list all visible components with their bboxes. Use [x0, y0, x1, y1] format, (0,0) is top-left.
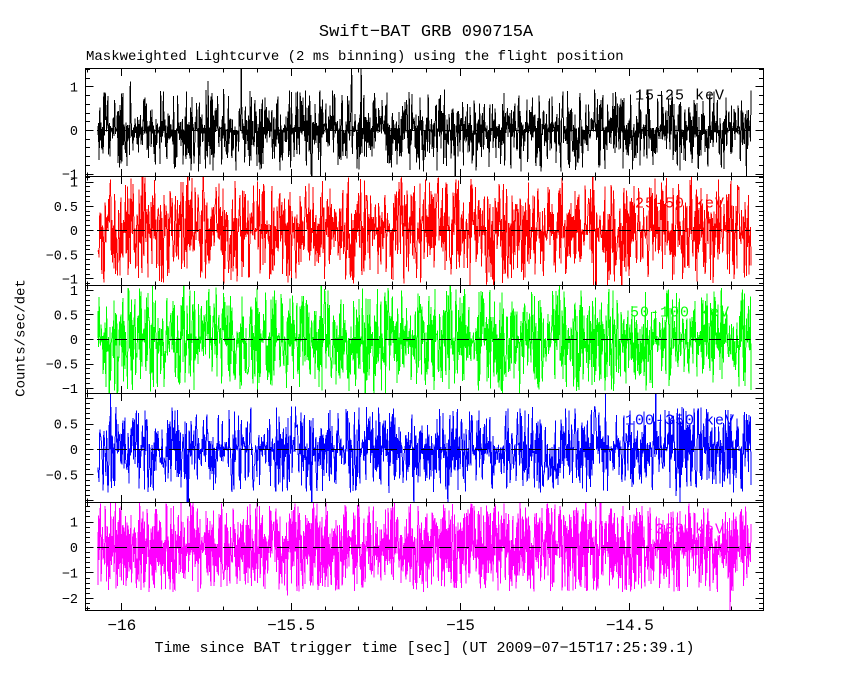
- svg-text:−1: −1: [62, 568, 78, 583]
- svg-text:−15: −15: [446, 617, 475, 635]
- svg-text:Maskweighted Lightcurve (2 ms: Maskweighted Lightcurve (2 ms binning) u…: [86, 49, 624, 65]
- svg-text:0.5: 0.5: [54, 310, 78, 325]
- svg-text:−14.5: −14.5: [606, 617, 654, 635]
- svg-text:0.5: 0.5: [54, 419, 78, 434]
- svg-text:−16: −16: [107, 617, 136, 635]
- svg-text:Time since BAT trigger time [s: Time since BAT trigger time [sec] (UT 20…: [154, 640, 694, 657]
- svg-text:−0.5: −0.5: [46, 249, 78, 264]
- svg-text:0: 0: [70, 225, 78, 240]
- svg-text:Counts/sec/det: Counts/sec/det: [14, 279, 30, 397]
- svg-text:0: 0: [70, 444, 78, 459]
- svg-text:−1: −1: [62, 274, 78, 289]
- svg-text:0.5: 0.5: [54, 201, 78, 216]
- svg-text:1: 1: [70, 517, 78, 532]
- svg-text:−1: −1: [62, 169, 78, 184]
- svg-text:1: 1: [70, 82, 78, 97]
- svg-text:100-350 keV: 100-350 keV: [625, 413, 735, 430]
- svg-text:−0.5: −0.5: [46, 359, 78, 374]
- svg-text:25-50 keV: 25-50 keV: [635, 196, 725, 213]
- svg-text:−2: −2: [62, 593, 78, 608]
- svg-text:−0.5: −0.5: [46, 470, 78, 485]
- svg-text:−15.5: −15.5: [267, 617, 315, 635]
- svg-text:0: 0: [70, 125, 78, 140]
- svg-text:1: 1: [70, 285, 78, 300]
- svg-text:1: 1: [70, 177, 78, 192]
- svg-text:0: 0: [70, 334, 78, 349]
- svg-text:0: 0: [70, 542, 78, 557]
- svg-text:−1: −1: [62, 383, 78, 398]
- svg-text:5-350 keV: 5-350 keV: [635, 522, 725, 539]
- svg-text:50-100 keV: 50-100 keV: [630, 305, 730, 322]
- svg-text:15-25 keV: 15-25 keV: [635, 88, 725, 105]
- svg-text:Swift−BAT GRB 090715A: Swift−BAT GRB 090715A: [319, 23, 534, 42]
